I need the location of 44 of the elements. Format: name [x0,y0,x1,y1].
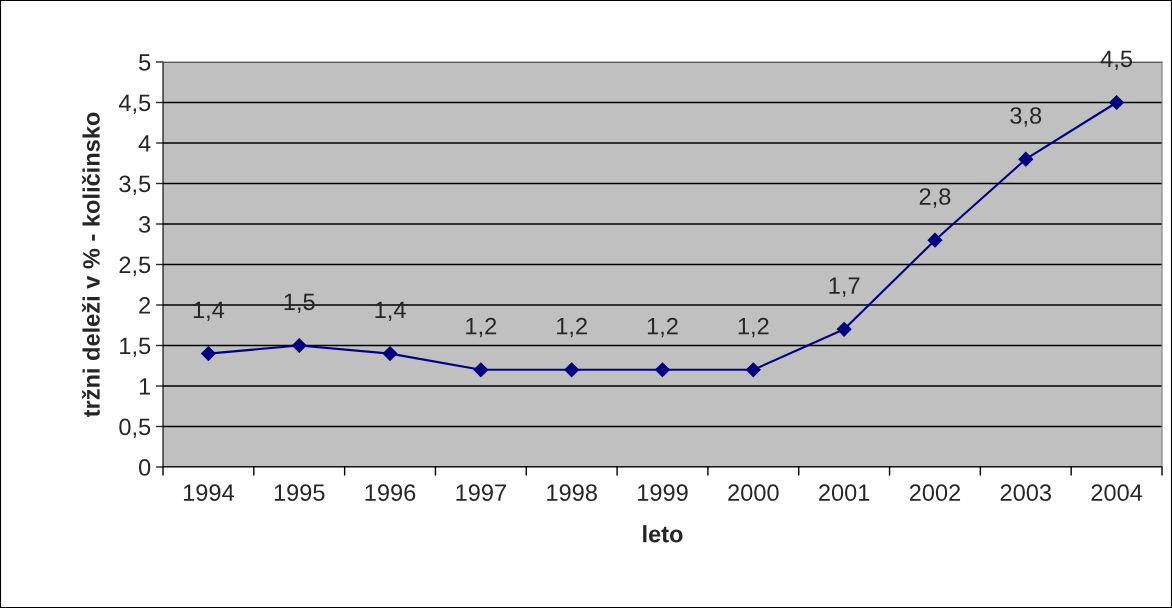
point [382,346,398,361]
y-tick-label: 2 [139,297,151,314]
x-tick-label: 2002 [909,484,961,502]
data-label: 1,2 [557,317,587,338]
point [473,362,489,378]
data-label: 2,8 [919,188,951,208]
point [201,346,216,361]
x-tick-label: 2003 [1000,484,1051,502]
x-tick-label: 2004 [1091,484,1143,502]
data-label: 1,2 [738,317,769,338]
point [564,362,580,378]
x-tick-label: 1995 [274,484,325,502]
y-tick-label: 3 [138,216,151,233]
y-tick-label: 4 [138,135,151,152]
x-tick-label: 1999 [638,484,688,502]
y-tick-label: 3,5 [119,175,151,196]
y-tick-label: 4,5 [118,94,151,115]
data-label: 1,2 [466,317,497,338]
point [655,362,670,378]
data-label: 1,2 [647,317,678,338]
x-tick-label: 1998 [547,484,597,502]
data-label: 1,7 [829,277,860,297]
data-label: 1,4 [193,301,225,322]
y-tick-label: 1,5 [120,337,151,358]
x-tick-label: 1994 [183,484,234,502]
y-tick-label: 5 [139,54,151,71]
point [1109,95,1124,110]
data-label: 3,8 [1010,107,1042,127]
x-tick-label: 1996 [365,484,416,502]
x-tick-label: 2001 [819,484,870,502]
y-tick-label: 0,5 [119,418,151,439]
point [745,362,761,378]
y-tick-label: 0 [138,459,151,476]
y-axis-title: tržni deleži v % - količinsko [81,112,100,418]
point [1018,151,1034,167]
point [291,338,307,353]
y-tick-label: 2,5 [119,256,151,277]
point [927,232,943,248]
point [836,321,852,337]
x-axis-title: leto [643,525,683,543]
x-tick-label: 2000 [728,484,779,502]
x-tick-label: 1997 [456,484,506,502]
data-label: 1,4 [375,301,406,322]
y-tick-label: 1 [139,378,151,395]
